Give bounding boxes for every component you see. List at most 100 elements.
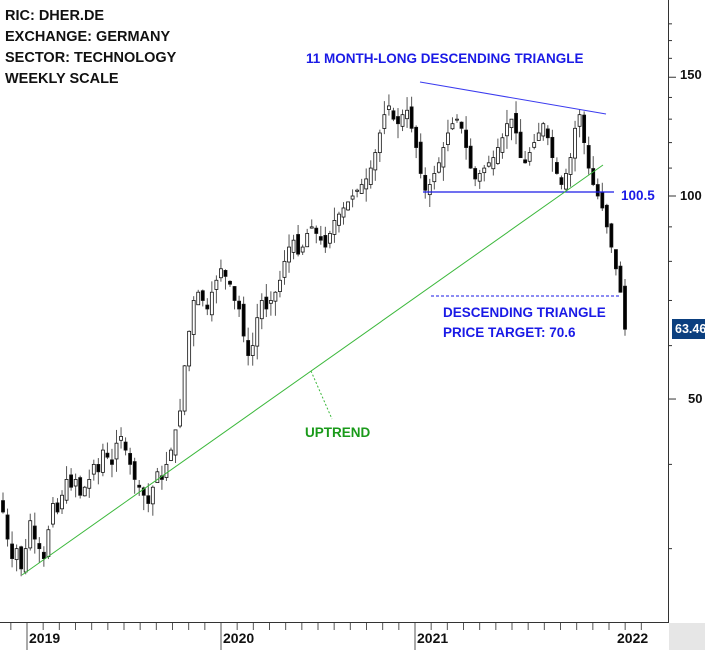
bullish-candle (169, 449, 173, 461)
bullish-candle (387, 105, 391, 110)
bullish-candle (568, 157, 573, 175)
bearish-candle (550, 136, 555, 159)
bearish-candle (141, 487, 146, 496)
bearish-candle (591, 168, 596, 185)
y-label-150: 150 (680, 67, 702, 82)
bearish-candle (132, 461, 137, 480)
x-axis-ticks (10, 623, 642, 650)
x-label-2021: 2021 (417, 630, 449, 646)
bullish-candle (482, 167, 487, 174)
bearish-candle (146, 495, 151, 504)
axis-corner (669, 623, 705, 650)
bearish-candle (459, 121, 464, 129)
y-label-50: 50 (688, 391, 703, 406)
bearish-candle (614, 249, 618, 270)
bullish-candle (46, 529, 51, 557)
bullish-candle (373, 152, 378, 171)
bearish-candle (545, 128, 550, 139)
bullish-candle (527, 152, 532, 162)
uptrend-pointer (310, 370, 333, 420)
bullish-candle (368, 167, 373, 185)
bearish-candle (19, 546, 24, 570)
bearish-candle (396, 116, 400, 125)
bullish-candle (341, 207, 346, 218)
bearish-candle (409, 106, 414, 129)
bearish-candle (391, 110, 396, 120)
bullish-candle (219, 268, 223, 279)
support-level-label: 100.5 (621, 188, 655, 203)
sector-label: SECTOR: TECHNOLOGY (5, 50, 177, 66)
bullish-candle (359, 184, 364, 194)
bearish-candle (246, 340, 251, 356)
bearish-candle (10, 543, 14, 559)
bullish-candle (327, 233, 332, 244)
x-label-2019: 2019 (29, 630, 61, 646)
bullish-candle (209, 291, 214, 316)
bullish-candle (405, 109, 409, 120)
bearish-candle (623, 285, 627, 330)
bullish-candle (255, 317, 260, 347)
bullish-candle (377, 132, 382, 154)
bearish-candle (586, 145, 591, 169)
bearish-candle (518, 131, 523, 159)
bullish-candle (214, 279, 219, 290)
target-label-line2: PRICE TARGET: 70.6 (443, 325, 576, 340)
bullish-candle (446, 132, 450, 145)
bullish-candle (505, 123, 509, 137)
x-label-2020: 2020 (223, 630, 255, 646)
target-label-line1: DESCENDING TRIANGLE (443, 305, 606, 320)
bullish-candle (187, 330, 192, 367)
ticker-info: RIC: DHER.DE EXCHANGE: GERMANY SECTOR: T… (5, 6, 176, 90)
bullish-candle (155, 471, 160, 484)
bearish-candle (414, 126, 419, 148)
bearish-candle (1, 500, 5, 513)
uptrend-label: UPTREND (305, 425, 371, 440)
bullish-candle (364, 178, 369, 190)
bearish-candle (604, 204, 609, 228)
bearish-candle (318, 236, 323, 241)
bullish-candle (51, 503, 55, 525)
bullish-candle (455, 118, 459, 121)
bearish-candle (323, 235, 328, 248)
bullish-candle (400, 114, 405, 127)
bearish-candle (5, 514, 10, 540)
y-label-100: 100 (680, 188, 702, 203)
bullish-candle (350, 195, 355, 200)
bullish-candle (436, 162, 441, 173)
bullish-candle (305, 233, 310, 248)
bearish-candle (418, 141, 423, 174)
bearish-candle (105, 452, 110, 458)
bearish-candle (314, 227, 319, 234)
y-axis-ticks (668, 23, 676, 550)
bearish-candle (514, 113, 518, 134)
bearish-candle (41, 551, 46, 559)
bullish-candle (450, 123, 455, 130)
bullish-candle (196, 291, 201, 306)
bullish-candle (73, 479, 78, 487)
bullish-candle (486, 162, 491, 167)
uptrend-line (21, 164, 604, 576)
bearish-candle (609, 223, 614, 248)
bearish-candle (582, 114, 587, 143)
exchange-label: EXCHANGE: GERMANY (5, 29, 171, 45)
bullish-candle (100, 449, 105, 473)
bearish-candle (595, 184, 600, 197)
bullish-candle (477, 173, 482, 182)
bearish-candle (137, 484, 142, 488)
bullish-candle (282, 260, 287, 278)
bearish-candle (618, 265, 623, 293)
bearish-candle (78, 477, 83, 496)
bullish-candle (150, 486, 155, 505)
bullish-candle (64, 479, 69, 501)
bearish-candle (523, 159, 528, 164)
scale-label: WEEKLY SCALE (5, 71, 119, 87)
bullish-candle (87, 479, 92, 489)
bullish-candle (495, 147, 500, 164)
bullish-candle (28, 520, 33, 549)
triangle-resistance-line (419, 81, 607, 115)
bullish-candle (82, 486, 87, 497)
bullish-candle (427, 184, 432, 196)
bullish-candle (355, 189, 360, 192)
bullish-candle (268, 300, 273, 304)
